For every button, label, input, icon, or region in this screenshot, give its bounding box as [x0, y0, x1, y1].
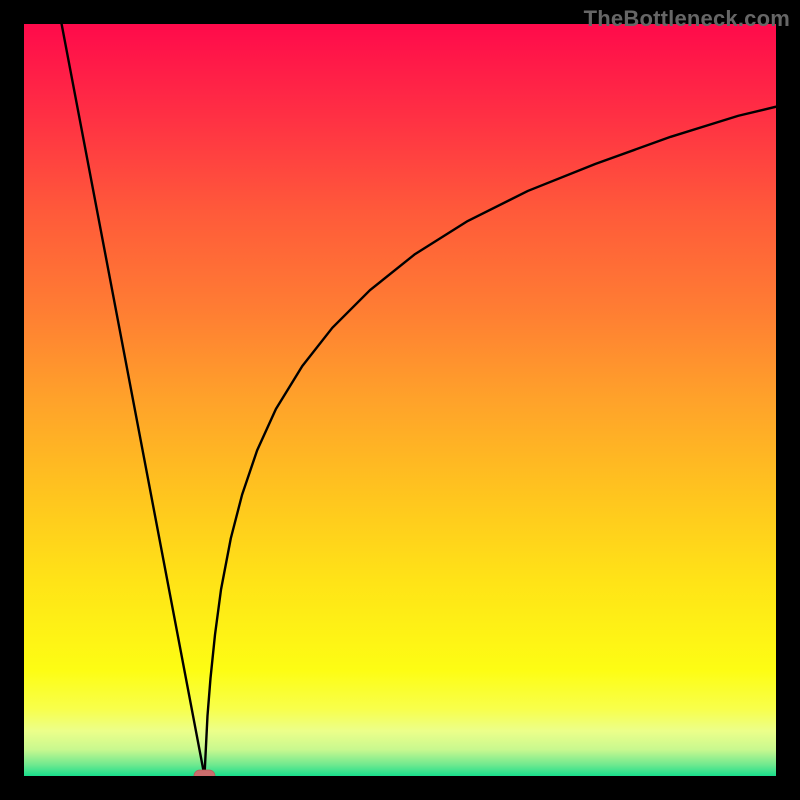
plot-background — [24, 24, 776, 776]
watermark-label: TheBottleneck.com — [584, 6, 790, 32]
chart-root: TheBottleneck.com — [0, 0, 800, 800]
chart-svg — [0, 0, 800, 800]
